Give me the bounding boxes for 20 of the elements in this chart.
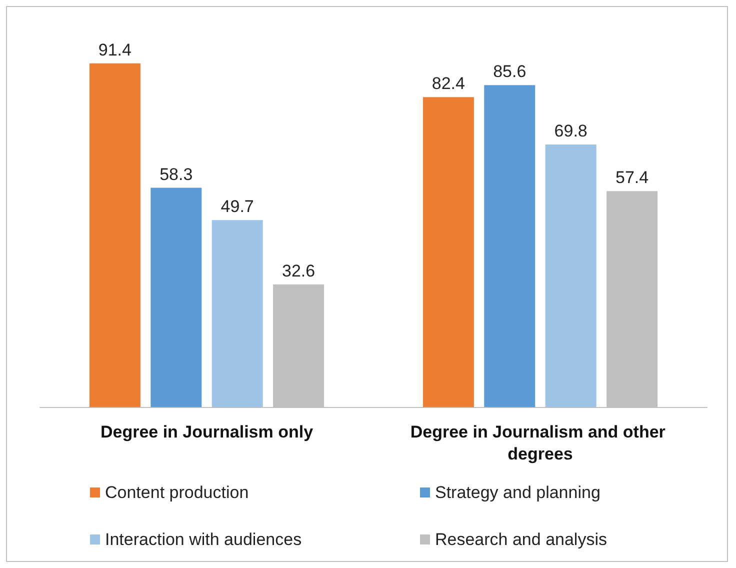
legend-label: Interaction with audiences (105, 530, 302, 549)
legend-label: Research and analysis (435, 530, 607, 549)
bar (150, 188, 202, 407)
legend-label: Content production (105, 483, 249, 502)
bar (89, 63, 140, 407)
data-label: 32.6 (282, 261, 316, 280)
bar (422, 97, 474, 407)
bar (484, 85, 536, 407)
data-label: 58.3 (160, 164, 193, 184)
bar (545, 144, 596, 407)
legend-label: Strategy and planning (435, 483, 600, 502)
data-label: 82.4 (432, 74, 465, 94)
data-label: 91.4 (98, 40, 132, 60)
data-label: 49.7 (220, 197, 254, 216)
bar (212, 220, 263, 407)
x-tick-label: Degree in Journalism and other degrees (410, 422, 670, 464)
data-label: 85.6 (493, 62, 526, 82)
data-label: 69.8 (554, 122, 588, 141)
x-tick-label: Degree in Journalism only (100, 422, 314, 442)
data-label: 57.4 (616, 168, 649, 188)
